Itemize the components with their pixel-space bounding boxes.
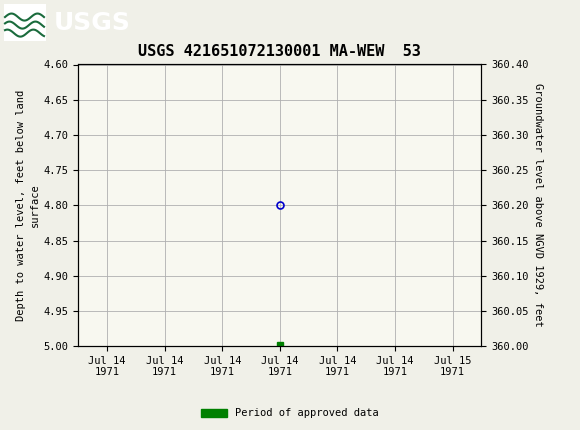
Legend: Period of approved data: Period of approved data [197,404,383,423]
FancyBboxPatch shape [4,4,46,41]
Text: USGS: USGS [54,11,131,35]
Y-axis label: Groundwater level above NGVD 1929, feet: Groundwater level above NGVD 1929, feet [533,83,543,327]
Title: USGS 421651072130001 MA-WEW  53: USGS 421651072130001 MA-WEW 53 [139,44,421,59]
Y-axis label: Depth to water level, feet below land
surface: Depth to water level, feet below land su… [16,90,39,321]
